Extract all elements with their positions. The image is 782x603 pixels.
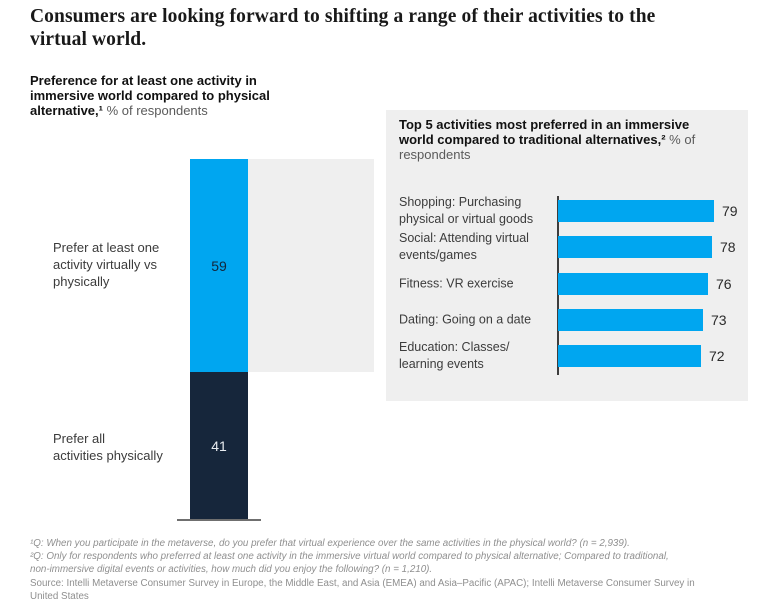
stacked-bar-segment-physical: 41: [190, 372, 248, 520]
bar-row-fitness: Fitness: VR exercise 76: [386, 273, 748, 295]
top5-panel-title: Top 5 activities most preferred in an im…: [399, 117, 709, 162]
footnote-2: ²Q: Only for respondents who preferred a…: [30, 551, 669, 576]
bar-label-shopping: Shopping: Purchasing physical or virtual…: [399, 195, 534, 226]
stacked-bar-label-virtual: Prefer at least one activity virtually v…: [53, 240, 160, 289]
bar-row-education: Education: Classes/ learning events 72: [386, 340, 748, 371]
bar-value-fitness: 76: [716, 276, 732, 292]
stacked-bar-label-physical: Prefer all activities physically: [53, 431, 163, 463]
bar-fitness: [558, 273, 708, 295]
bar-value-social: 78: [720, 239, 736, 255]
stacked-bar-segment-virtual: 59: [190, 159, 248, 372]
left-chart-title-bold: Preference for at least one activity in …: [30, 73, 270, 118]
stacked-bar: 59 41: [190, 159, 248, 520]
bar-label-dating: Dating: Going on a date: [399, 312, 532, 327]
footnotes: ¹Q: When you participate in the metavers…: [30, 537, 772, 603]
bar-row-shopping: Shopping: Purchasing physical or virtual…: [386, 195, 748, 226]
bar-education: [558, 345, 701, 367]
footnote-1: ¹Q: When you participate in the metavers…: [30, 538, 630, 549]
bar-value-dating: 73: [711, 312, 727, 328]
stacked-bar-value-physical: 41: [211, 438, 227, 454]
bar-value-shopping: 79: [722, 203, 738, 219]
bar-value-education: 72: [709, 348, 725, 364]
panel-connector-band: [248, 159, 374, 372]
stacked-bar-baseline: [177, 519, 261, 521]
top5-panel-title-bold: Top 5 activities most preferred in an im…: [399, 117, 690, 147]
bar-dating: [558, 309, 703, 331]
left-chart-title-unit: % of respondents: [102, 103, 208, 118]
bar-row-dating: Dating: Going on a date 73: [386, 309, 748, 331]
page-title: Consumers are looking forward to shiftin…: [30, 6, 656, 50]
bar-label-social: Social: Attending virtual events/games: [399, 231, 529, 262]
footnote-source: Source: Intelli Metaverse Consumer Surve…: [30, 577, 695, 602]
stacked-bar-value-virtual: 59: [211, 257, 227, 274]
left-chart-title: Preference for at least one activity in …: [30, 73, 306, 118]
bar-social: [558, 236, 712, 258]
bar-label-fitness: Fitness: VR exercise: [399, 276, 514, 291]
top5-panel-title-unit: % of respondents: [399, 132, 696, 162]
bar-shopping: [558, 200, 714, 222]
bar-row-social: Social: Attending virtual events/games 7…: [386, 231, 748, 262]
top5-panel: Top 5 activities most preferred in an im…: [386, 110, 748, 401]
bar-label-education: Education: Classes/ learning events: [399, 340, 510, 371]
